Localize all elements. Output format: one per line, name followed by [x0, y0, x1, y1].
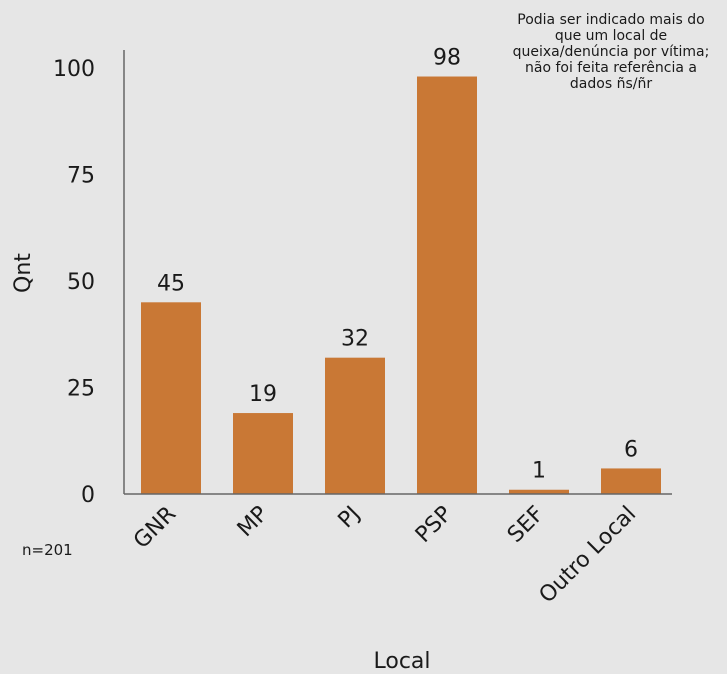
x-tick-label: PJ [334, 502, 366, 534]
value-label: 98 [433, 46, 461, 71]
bars-group [141, 76, 661, 495]
bar-pj [325, 357, 385, 494]
value-label: 32 [341, 327, 369, 352]
bar-outro-local [601, 468, 661, 494]
y-tick-label: 50 [67, 270, 95, 295]
x-tick-label: Outro Local [535, 502, 642, 609]
value-label: 45 [157, 271, 185, 296]
x-tick-label: MP [233, 502, 273, 542]
y-axis-title: Qnt [11, 253, 36, 293]
x-tick-label: PSP [411, 502, 457, 548]
x-tick-label: GNR [129, 502, 181, 554]
annotation-line: não foi feita referência a [525, 60, 697, 76]
annotation-line: que um local de [555, 28, 667, 44]
annotation-line: dados ñs/ñr [570, 76, 652, 92]
annotation-line: queixa/denúncia por vítima; [513, 44, 710, 60]
sample-size-note: n=201 [22, 541, 73, 559]
value-label: 19 [249, 382, 277, 407]
y-tick-label: 100 [53, 57, 95, 82]
bar-psp [417, 76, 477, 495]
y-tick-label: 0 [81, 483, 95, 508]
value-label: 6 [624, 437, 638, 462]
bar-mp [233, 413, 293, 494]
bar-sef [509, 489, 569, 494]
annotation-line: Podia ser indicado mais do [517, 12, 704, 28]
y-tick-labels-group: 0 25 50 75 100 [53, 57, 95, 508]
value-label: 1 [532, 459, 546, 484]
x-axis-title: Local [373, 649, 430, 674]
value-labels-group: 45 19 32 98 1 6 [157, 46, 638, 484]
y-tick-label: 25 [67, 377, 95, 402]
x-tick-label: SEF [503, 502, 549, 548]
bar-gnr [141, 302, 201, 494]
y-tick-label: 75 [67, 164, 95, 189]
